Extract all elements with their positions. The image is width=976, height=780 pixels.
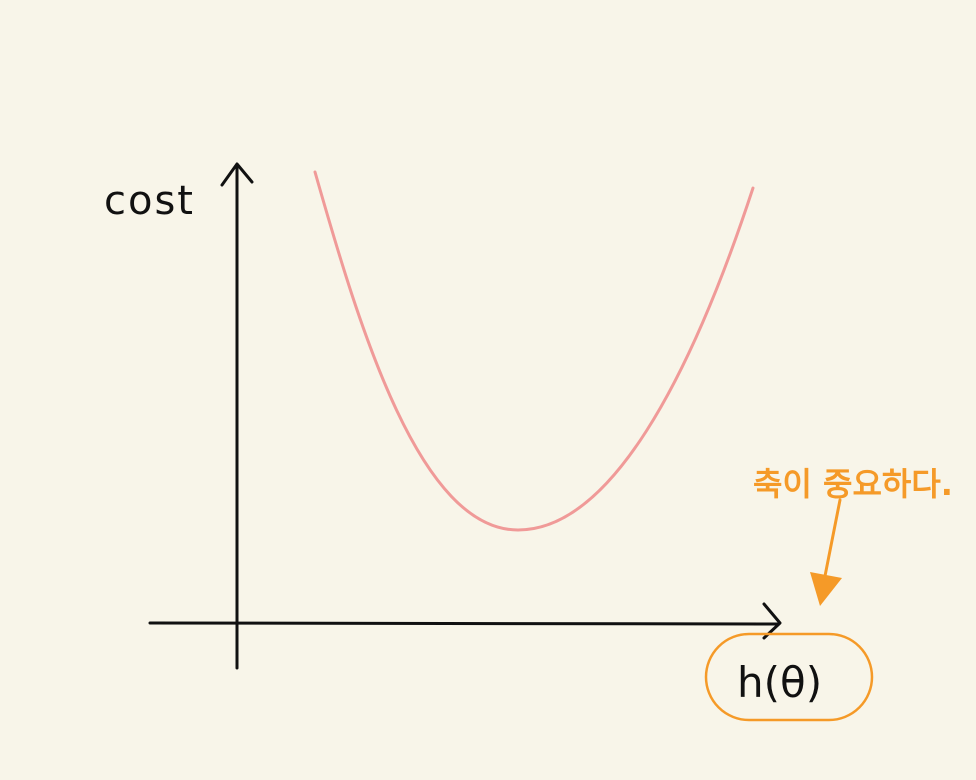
x-axis [148,621,780,626]
annotation-note: 축이 중요하다. [753,465,953,503]
y-axis-arrowhead [220,162,254,187]
x-axis-label: h(θ) [737,658,822,707]
y-axis-label: cost [104,178,195,224]
annotation-arrow-shaft [823,498,842,578]
x-label-highlight [704,632,874,722]
cost-curve [313,170,755,532]
annotation-arrow-head [810,572,842,606]
